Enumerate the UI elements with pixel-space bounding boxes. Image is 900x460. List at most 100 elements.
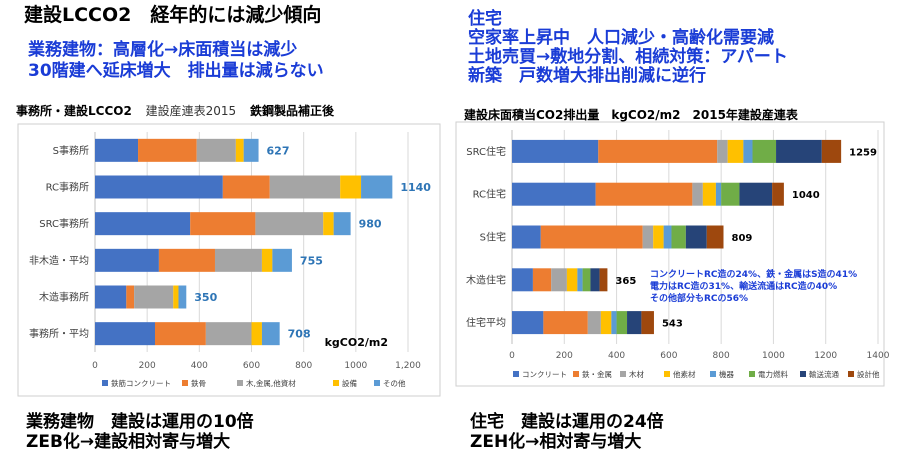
bar-segment <box>743 139 753 163</box>
bar-segment <box>251 322 262 346</box>
legend-swatch <box>513 371 519 377</box>
bar-segment <box>653 225 664 249</box>
category-label: S事務所 <box>53 144 89 157</box>
right-note-line: 新築 戸数増大排出削減に逆行 <box>468 66 706 86</box>
annotation-line: その他部分もRCの56% <box>650 294 749 304</box>
annotation-line: コンクリートRC造の24%、鉄・金属はS造の41% <box>650 270 858 280</box>
bar-segment <box>272 248 292 272</box>
legend-label: 設計他 <box>857 369 880 379</box>
bar-segment <box>95 212 191 236</box>
total-label: 708 <box>288 328 311 341</box>
slide-title: 建設LCCO2 経年的には減少傾向 <box>24 4 322 26</box>
legend-label: 機器 <box>719 369 734 379</box>
bar-segment <box>95 248 159 272</box>
left-chart-subtitle: 建設産連表2015 <box>145 104 237 118</box>
x-tick-label: 200 <box>556 351 573 361</box>
bar-segment <box>512 311 544 335</box>
bar-segment <box>540 225 643 249</box>
legend-swatch <box>800 371 806 377</box>
left-bottom-line: 業務建物 建設は運用の10倍 <box>26 412 254 432</box>
bar-segment <box>776 139 822 163</box>
bar-segment <box>600 311 612 335</box>
right-chart: 0 200 400 600 800 1000 1200 1400 SRC住宅 1259 RC住宅 10… <box>466 130 890 379</box>
bar-segment <box>178 285 187 309</box>
bar-segment <box>577 268 583 292</box>
bar-segment <box>196 138 236 162</box>
right-bottom-line: ZEH化→相対寄与増大 <box>470 432 642 452</box>
bar-segment <box>739 182 773 206</box>
x-tick-label: 0 <box>509 351 515 361</box>
category-label: SRC事務所 <box>39 217 89 230</box>
bar-segment <box>551 268 567 292</box>
right-note-line: 住宅 <box>468 9 502 29</box>
bar-segment <box>566 268 578 292</box>
bar-segment <box>642 225 654 249</box>
legend-swatch <box>749 371 755 377</box>
left-note-line: 業務建物：高層化→床面積当は減少 <box>28 40 298 60</box>
bar-segment <box>721 182 740 206</box>
bar-segment <box>95 175 223 199</box>
total-label: 1140 <box>400 181 431 194</box>
x-tick-label: 1200 <box>814 351 837 361</box>
x-tick-label: 0 <box>92 361 98 371</box>
legend-label: 電力燃料 <box>758 369 788 379</box>
bar-segment <box>582 268 591 292</box>
bar-segment <box>261 248 273 272</box>
right-chart-annotation: コンクリートRC造の24%、鉄・金属はS造の41% 電力はRC造の31%、輸送流… <box>650 269 857 305</box>
total-label: 980 <box>359 218 382 231</box>
bar-segment <box>95 285 127 309</box>
legend-swatch <box>333 380 339 386</box>
category-label: S住宅 <box>480 231 506 244</box>
legend-swatch <box>573 371 579 377</box>
x-tick-label: 400 <box>608 351 625 361</box>
bar-segment <box>205 322 252 346</box>
left-chart: 0 200 400 600 800 1000 1,200 S事務所 627 RC事務所 1140 SR… <box>29 132 431 388</box>
right-note-line: 土地売買→敷地分割、相続対策：アパート <box>468 47 788 67</box>
right-chart-frame <box>455 121 885 387</box>
bar-segment <box>512 225 541 249</box>
x-tick-label: 600 <box>660 351 677 361</box>
bar-segment <box>261 322 280 346</box>
x-tick-label: 1,200 <box>395 361 421 371</box>
legend-swatch <box>237 380 243 386</box>
bar-segment <box>95 138 139 162</box>
total-label: 365 <box>615 276 636 287</box>
right-bottom-notes: 住宅 建設は運用の24倍 ZEH化→相対寄与増大 <box>470 412 664 452</box>
bar-segment <box>595 182 693 206</box>
legend-swatch <box>374 380 380 386</box>
x-tick-label: 600 <box>243 361 260 371</box>
bar-segment <box>138 138 197 162</box>
bar-segment <box>692 182 703 206</box>
bar-segment <box>717 139 728 163</box>
bar-segment <box>95 322 155 346</box>
right-notes: 住宅 空家率上昇中 人口減少・高齢化需要減 土地売買→敷地分割、相続対策：アパー… <box>468 10 788 86</box>
bar-segment <box>627 311 642 335</box>
total-label: 809 <box>731 233 752 244</box>
x-tick-label: 800 <box>295 361 312 371</box>
category-label: RC住宅 <box>473 188 506 201</box>
unit-label: kgCO2/m2 <box>325 336 388 349</box>
x-tick-label: 1000 <box>762 351 785 361</box>
legend-swatch <box>848 371 854 377</box>
total-label: 350 <box>194 291 217 304</box>
left-chart-frame <box>17 123 441 397</box>
left-note-line: 30階建へ延床増大 排出量は減らない <box>28 61 324 81</box>
bar-segment <box>190 212 256 236</box>
total-label: 627 <box>267 144 290 157</box>
left-chart-title: 事務所・建設LCCO2 <box>16 104 132 118</box>
bar-segment <box>590 268 600 292</box>
bar-segment <box>752 139 777 163</box>
left-chart-heading: 事務所・建設LCCO2 建設産連表2015 鉄鋼製品補正後 <box>16 102 334 119</box>
total-label: 755 <box>300 254 323 267</box>
bar-segment <box>235 138 244 162</box>
x-tick-label: 800 <box>713 351 730 361</box>
legend-swatch <box>102 380 108 386</box>
bar-segment <box>333 212 351 236</box>
legend-swatch <box>620 371 626 377</box>
bar-segment <box>702 182 716 206</box>
legend-label: コンクリート <box>522 370 567 379</box>
bar-segment <box>243 138 259 162</box>
category-label: 木造住宅 <box>466 273 506 286</box>
bar-segment <box>821 139 842 163</box>
